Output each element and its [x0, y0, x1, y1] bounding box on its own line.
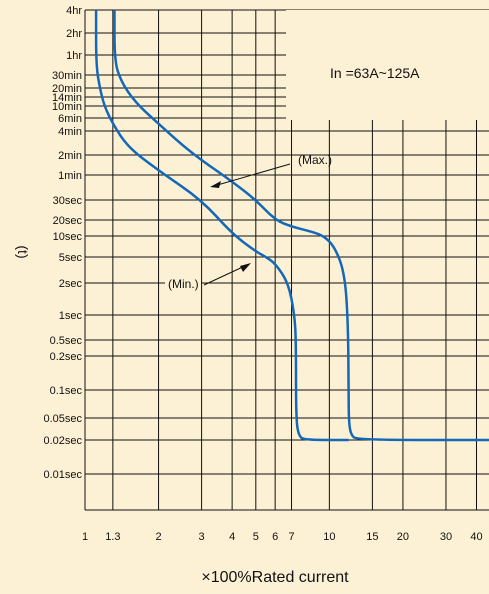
x-tick-label: 6 — [272, 531, 278, 543]
y-tick-label: 2hr — [66, 28, 82, 40]
y-tick-label: 20sec — [53, 215, 83, 227]
max-curve — [113, 9, 489, 442]
y-tick-label: 0.01sec — [43, 469, 82, 481]
max-label-group: (Max.) — [210, 153, 332, 188]
y-tick-label: 4hr — [66, 5, 82, 17]
max-arrow-line — [213, 163, 291, 187]
x-tick-labels: 1 1.3 2 3 4 5 6 7 10 15 20 30 40 — [82, 531, 483, 543]
min-arrow-head — [240, 263, 251, 272]
y-tick-label: 1hr — [66, 50, 82, 62]
min-arrow-line — [203, 264, 248, 286]
x-tick-label: 1.3 — [105, 531, 120, 543]
y-tick-label: 30min — [52, 70, 82, 82]
x-tick-label: 20 — [397, 531, 409, 543]
y-tick-label: 2sec — [59, 278, 83, 290]
y-tick-label: 30sec — [53, 195, 83, 207]
grid — [84, 9, 489, 511]
y-axis-label: (t) — [15, 245, 31, 258]
y-tick-label: 6min — [58, 113, 82, 125]
x-tick-label: 15 — [366, 531, 378, 543]
annotation-panel — [286, 10, 489, 120]
x-tick-label: 1 — [82, 531, 88, 543]
y-tick-label: 5sec — [59, 252, 83, 264]
x-tick-label: 40 — [470, 531, 482, 543]
y-tick-label: 0.02sec — [43, 435, 82, 447]
x-tick-label: 4 — [229, 531, 235, 543]
min-curve — [94, 10, 349, 442]
min-label-bg — [165, 276, 201, 291]
x-tick-label: 10 — [323, 531, 335, 543]
series-group — [94, 9, 489, 442]
y-tick-label: 14min — [52, 92, 82, 104]
min-label: (Min.) — [168, 277, 199, 291]
max-label: (Max.) — [298, 153, 332, 167]
min-label-group: (Min.) — [165, 263, 251, 291]
y-tick-label: 0.1sec — [50, 385, 83, 397]
y-tick-label: 0.5sec — [50, 335, 83, 347]
x-tick-label: 7 — [288, 531, 294, 543]
y-tick-label: 1sec — [59, 310, 83, 322]
y-tick-label: 0.05sec — [43, 413, 82, 425]
y-tick-label: 4min — [58, 126, 82, 138]
y-tick-label: 10min — [52, 101, 82, 113]
x-tick-label: 5 — [253, 531, 259, 543]
x-tick-label: 2 — [156, 531, 162, 543]
y-tick-label: 0.2sec — [50, 351, 83, 363]
x-tick-label: 30 — [440, 531, 452, 543]
y-tick-label: 2min — [58, 150, 82, 162]
x-axis-label: ×100%Rated current — [201, 569, 349, 586]
y-tick-label: 10sec — [53, 231, 83, 243]
annotation-text: In =63A~125A — [330, 65, 420, 81]
y-tick-label: 1min — [58, 170, 82, 182]
y-tick-label: 20min — [52, 83, 82, 95]
max-arrow-head — [210, 181, 221, 188]
x-tick-label: 3 — [199, 531, 205, 543]
